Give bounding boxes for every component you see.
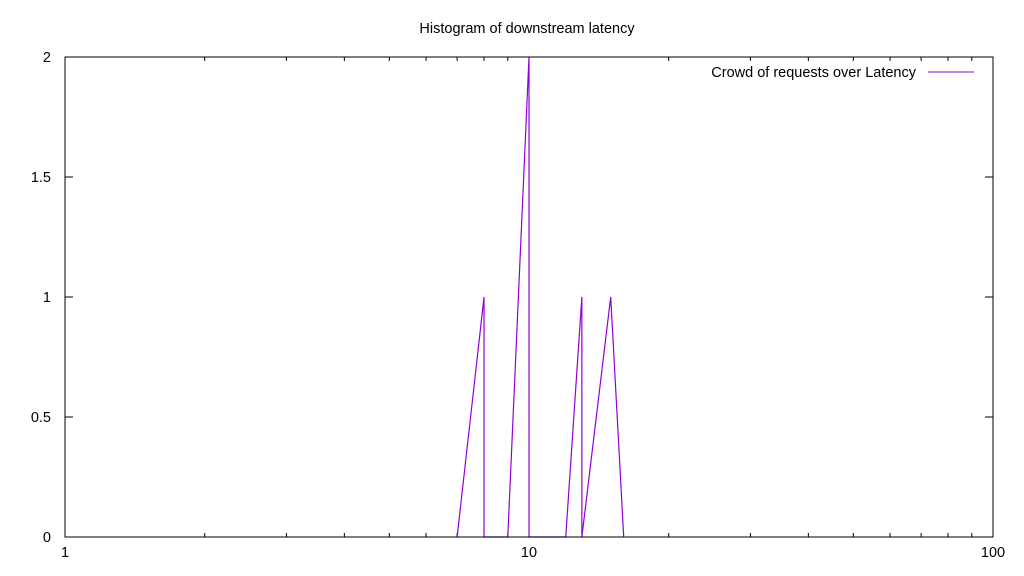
series-layer — [456, 56, 625, 538]
plot-area-frame — [64, 56, 994, 538]
legend: Crowd of requests over Latency — [711, 65, 974, 81]
x-tick-label: 1 — [61, 545, 69, 561]
y-tick-label: 1.5 — [31, 170, 51, 186]
chart-title: Histogram of downstream latency — [419, 21, 635, 37]
y-tick-label: 0 — [43, 530, 51, 546]
legend-label: Crowd of requests over Latency — [711, 65, 916, 81]
series-line — [456, 56, 625, 538]
x-tick-label: 100 — [981, 545, 1005, 561]
y-tick-label: 0.5 — [31, 410, 51, 426]
y-tick-label: 2 — [43, 50, 51, 66]
y-tick-label: 1 — [43, 290, 51, 306]
x-tick-label: 10 — [521, 545, 537, 561]
